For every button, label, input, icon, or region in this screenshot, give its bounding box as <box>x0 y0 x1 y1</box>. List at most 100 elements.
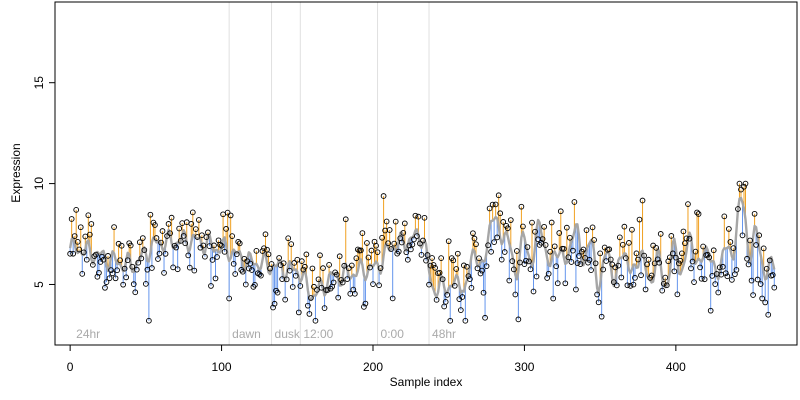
data-point-29 <box>111 224 117 230</box>
data-point-441 <box>735 206 741 212</box>
data-point-112 <box>236 240 243 247</box>
data-point-448 <box>745 261 752 268</box>
phase-label-3: 0:00 <box>381 327 405 341</box>
data-point-40 <box>127 242 134 249</box>
data-point-444 <box>739 232 746 239</box>
data-point-389 <box>656 259 663 266</box>
data-point-316 <box>545 270 552 277</box>
data-point-261 <box>462 317 469 324</box>
data-point-380 <box>642 286 649 293</box>
data-point-58 <box>155 256 161 262</box>
data-point-251 <box>447 317 454 324</box>
data-point-258 <box>457 307 464 313</box>
data-point-371 <box>629 226 635 233</box>
data-point-465 <box>771 284 778 291</box>
data-point-46 <box>136 239 143 246</box>
data-point-37 <box>123 274 130 281</box>
data-point-157 <box>305 302 311 309</box>
data-point-431 <box>719 263 726 270</box>
data-point-76 <box>182 240 189 247</box>
data-point-400 <box>673 254 679 261</box>
x-tick-label-200: 200 <box>363 360 383 374</box>
data-point-292 <box>509 258 516 264</box>
data-point-447 <box>744 255 750 262</box>
data-point-421 <box>704 251 711 258</box>
data-point-410 <box>688 265 694 272</box>
data-point-438 <box>730 245 737 251</box>
data-point-329 <box>565 254 572 261</box>
data-point-203 <box>374 249 381 256</box>
data-point-36 <box>121 265 128 272</box>
data-point-63 <box>162 250 169 257</box>
data-point-61 <box>159 228 166 234</box>
data-point-137 <box>274 289 281 296</box>
plot-frame <box>54 1 798 346</box>
data-point-210 <box>385 240 391 247</box>
data-point-59 <box>156 250 163 257</box>
data-point-89 <box>202 253 208 260</box>
data-point-122 <box>252 281 258 288</box>
data-point-262 <box>464 263 470 270</box>
data-point-194 <box>361 304 367 310</box>
data-point-414 <box>694 209 700 216</box>
data-point-304 <box>527 266 534 273</box>
data-point-300 <box>521 261 528 267</box>
data-point-348 <box>594 291 600 298</box>
y-tick-label-5: 5 <box>32 281 46 288</box>
data-point-278 <box>488 248 494 255</box>
data-point-129 <box>262 231 269 238</box>
data-point-44 <box>133 266 140 273</box>
data-point-219 <box>398 239 405 246</box>
data-point-166 <box>318 284 325 291</box>
data-point-295 <box>514 248 520 254</box>
data-point-404 <box>679 250 685 257</box>
data-point-445 <box>741 183 747 190</box>
data-point-269 <box>474 265 481 272</box>
data-point-305 <box>529 219 535 226</box>
data-point-341 <box>583 227 590 234</box>
data-point-220 <box>400 230 407 236</box>
data-point-64 <box>164 233 170 239</box>
data-point-110 <box>233 251 240 258</box>
data-point-249 <box>444 292 451 298</box>
data-point-47 <box>138 255 145 262</box>
data-point-159 <box>308 295 314 301</box>
data-point-415 <box>695 211 702 217</box>
data-point-31 <box>114 267 120 274</box>
data-point-164 <box>315 276 322 283</box>
data-point-79 <box>186 264 193 271</box>
data-point-307 <box>532 228 538 235</box>
data-point-96 <box>212 275 219 282</box>
data-point-22 <box>100 256 107 263</box>
data-point-207 <box>380 193 387 199</box>
data-point-176 <box>333 271 340 278</box>
data-point-290 <box>506 277 513 284</box>
data-point-379 <box>641 252 647 259</box>
data-point-334 <box>573 286 579 293</box>
data-point-423 <box>707 307 714 314</box>
data-point-213 <box>389 295 396 302</box>
data-point-41 <box>129 263 136 270</box>
data-point-113 <box>238 267 245 273</box>
data-point-4 <box>73 207 80 213</box>
data-point-158 <box>306 311 313 317</box>
data-point-378 <box>639 197 646 204</box>
data-point-331 <box>568 259 575 265</box>
data-point-417 <box>698 275 705 282</box>
data-point-337 <box>577 261 584 267</box>
x-tick-label-300: 300 <box>514 360 534 374</box>
data-point-227 <box>411 236 417 243</box>
data-point-254 <box>451 282 458 289</box>
data-point-323 <box>556 230 563 236</box>
data-point-279 <box>489 201 496 208</box>
data-point-223 <box>404 256 411 263</box>
data-point-196 <box>364 240 370 246</box>
data-point-264 <box>467 276 473 282</box>
data-point-271 <box>477 270 484 277</box>
x-tick-label-100: 100 <box>212 360 232 374</box>
data-point-238 <box>427 262 434 269</box>
data-point-266 <box>470 230 476 237</box>
data-point-339 <box>580 246 587 253</box>
data-point-405 <box>680 228 687 235</box>
